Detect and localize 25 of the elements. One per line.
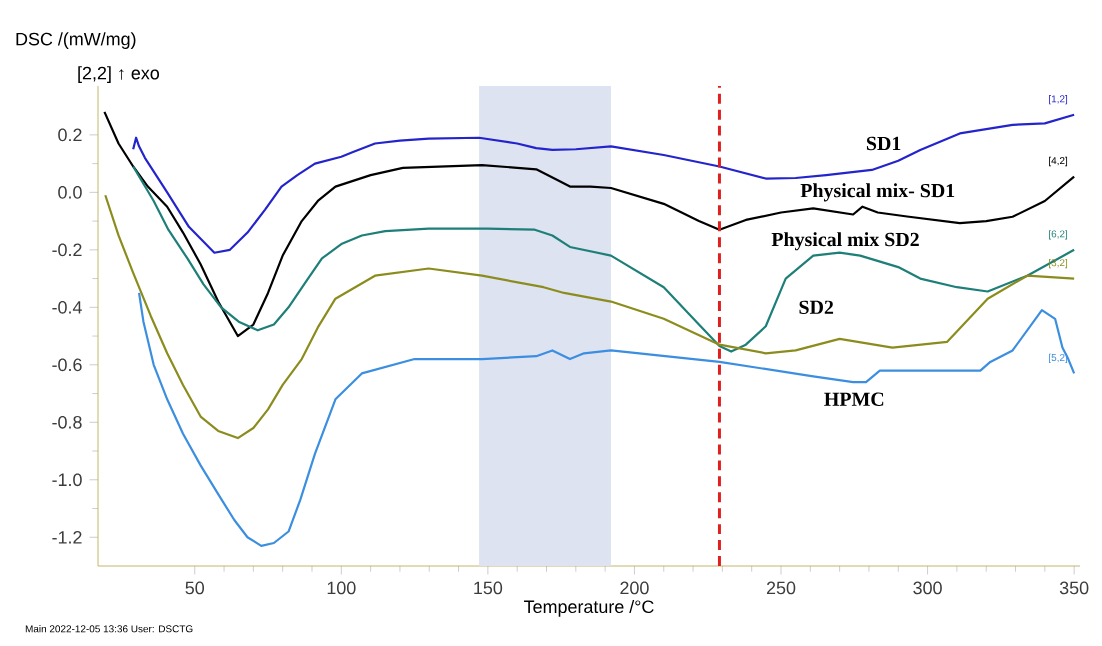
line-series — [103, 110, 1076, 338]
y-tick-label: -0.8 — [52, 415, 82, 429]
y-tick-label: -0.4 — [52, 300, 82, 314]
x-tick-label: 100 — [327, 581, 356, 595]
y-tick-label: -0.6 — [52, 358, 82, 372]
y-tick-label: -1.2 — [52, 530, 82, 544]
x-tick-label: 150 — [474, 581, 503, 595]
x-tick-label: 200 — [620, 581, 649, 595]
x-tick-label: 250 — [766, 581, 796, 595]
series-label: Physical mix SD2 — [771, 232, 919, 251]
y-tick-label: -1.0 — [52, 473, 82, 487]
x-tick-label: 350 — [1059, 581, 1089, 595]
text: [2,2] ↑ exo — [78, 66, 160, 83]
series-label: HPMC — [824, 392, 884, 406]
x-axis-title: Temperature /°C — [524, 599, 654, 617]
x-tick-label: 50 — [185, 581, 205, 595]
x-tick-label: 300 — [913, 581, 942, 595]
y-tick-label: -0.2 — [52, 243, 82, 257]
line-series — [132, 165, 1076, 353]
series-label: Physical mix- SD1 — [800, 183, 955, 202]
y-axis-title: DSC /(mW/mg) — [16, 32, 136, 49]
series-label: SD2 — [799, 300, 834, 314]
y-tick-label: 0.2 — [58, 128, 82, 142]
series-label: SD1 — [866, 136, 901, 151]
y-tick-label: 0.0 — [58, 185, 82, 199]
